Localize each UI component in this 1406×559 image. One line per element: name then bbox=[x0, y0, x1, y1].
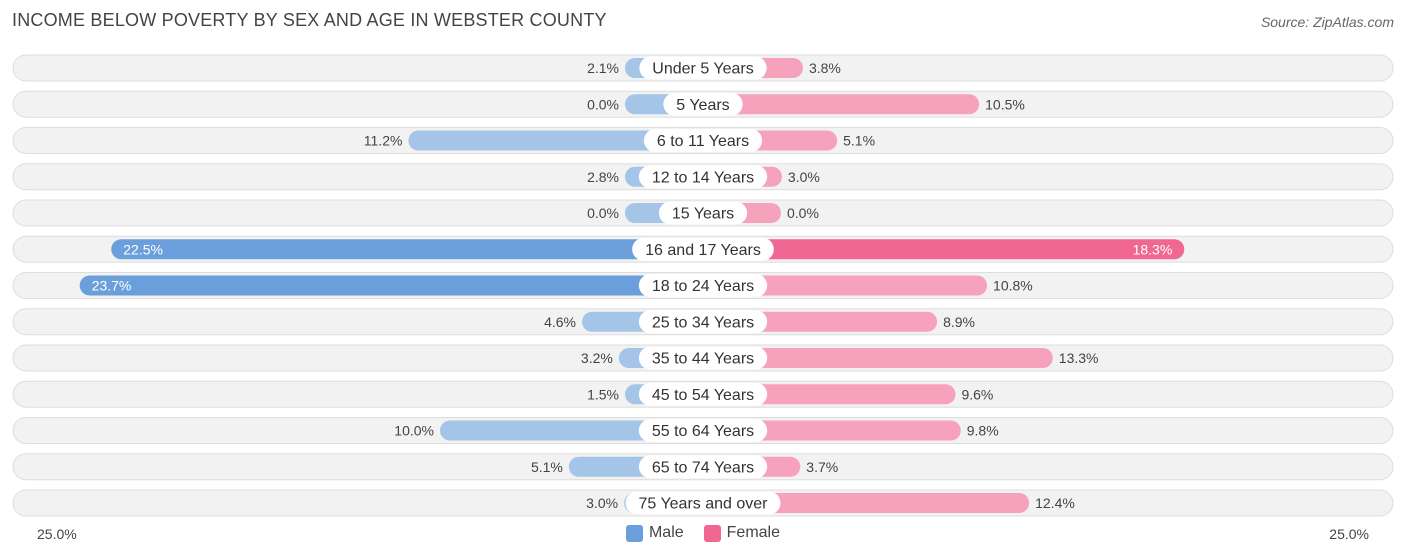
legend: Male Female bbox=[0, 524, 1406, 542]
male-value-label: 22.5% bbox=[123, 241, 163, 257]
category-pill bbox=[643, 129, 763, 152]
category-label: Under 5 Years bbox=[652, 61, 753, 78]
category-label: 25 to 34 Years bbox=[652, 314, 754, 331]
category-pill bbox=[663, 92, 743, 116]
female-bar bbox=[703, 420, 961, 441]
category-label: 55 to 64 Years bbox=[652, 423, 754, 440]
female-bar bbox=[703, 275, 988, 296]
axis-label-right: 25.0% bbox=[1329, 526, 1369, 542]
female-bar bbox=[703, 94, 980, 115]
legend-swatch-female bbox=[703, 524, 721, 542]
legend-label-male: Male bbox=[648, 524, 684, 541]
female-bar bbox=[703, 239, 1185, 260]
category-pill bbox=[638, 382, 768, 406]
female-value-label: 3.0% bbox=[788, 169, 820, 185]
legend-item-female: Female bbox=[703, 524, 781, 542]
category-label: 6 to 11 Years bbox=[657, 133, 749, 150]
female-value-label: 0.0% bbox=[787, 205, 819, 221]
category-label: 18 to 24 Years bbox=[652, 278, 754, 295]
category-pill bbox=[625, 491, 781, 515]
bar-chart: Under 5 Years 2.1% 3.8% 5 Years 0.0% 10.5% 6 t… bbox=[12, 54, 1394, 517]
male-value-label: 2.8% bbox=[587, 169, 619, 185]
category-pill bbox=[638, 310, 768, 334]
category-label: 12 to 14 Years bbox=[652, 169, 754, 186]
category-label: 15 Years bbox=[672, 206, 734, 223]
category-pill bbox=[658, 201, 748, 225]
male-value-label: 4.6% bbox=[544, 314, 576, 330]
male-bar bbox=[79, 275, 703, 296]
legend-item-male: Male bbox=[625, 524, 684, 542]
category-label: 5 Years bbox=[676, 97, 729, 114]
category-pill bbox=[638, 455, 768, 479]
female-value-label: 10.8% bbox=[993, 278, 1033, 294]
category-pill bbox=[638, 419, 768, 442]
female-value-label: 18.3% bbox=[1133, 241, 1173, 257]
source-label: Source: ZipAtlas.com bbox=[1260, 14, 1394, 30]
male-bar bbox=[440, 420, 703, 441]
male-value-label: 0.0% bbox=[587, 96, 619, 112]
female-bar bbox=[703, 384, 956, 405]
male-value-label: 0.0% bbox=[587, 205, 619, 221]
male-value-label: 3.0% bbox=[586, 495, 618, 511]
category-label: 75 Years and over bbox=[639, 496, 769, 513]
category-pill bbox=[638, 165, 768, 189]
female-value-label: 9.6% bbox=[961, 386, 993, 402]
category-pill bbox=[632, 237, 774, 261]
category-pill bbox=[639, 56, 767, 80]
legend-label-female: Female bbox=[726, 524, 781, 541]
female-value-label: 8.9% bbox=[943, 314, 975, 330]
male-value-label: 23.7% bbox=[92, 278, 132, 294]
female-value-label: 5.1% bbox=[843, 133, 875, 149]
male-value-label: 2.1% bbox=[587, 60, 619, 76]
category-label: 45 to 54 Years bbox=[652, 387, 754, 404]
axis-label-left: 25.0% bbox=[37, 526, 77, 542]
female-value-label: 3.7% bbox=[806, 459, 838, 475]
male-value-label: 3.2% bbox=[581, 350, 613, 366]
category-pill bbox=[638, 346, 768, 370]
male-value-label: 10.0% bbox=[394, 423, 434, 439]
category-label: 65 to 74 Years bbox=[652, 459, 754, 476]
female-value-label: 10.5% bbox=[985, 96, 1025, 112]
male-value-label: 5.1% bbox=[531, 459, 563, 475]
male-value-label: 1.5% bbox=[587, 386, 619, 402]
female-bar bbox=[703, 348, 1053, 368]
female-value-label: 12.4% bbox=[1035, 495, 1075, 511]
female-value-label: 3.8% bbox=[809, 60, 841, 76]
legend-swatch-male bbox=[625, 524, 643, 542]
male-value-label: 11.2% bbox=[364, 133, 403, 149]
male-bar bbox=[111, 239, 703, 260]
female-value-label: 13.3% bbox=[1059, 350, 1099, 366]
male-bar bbox=[408, 130, 703, 151]
female-value-label: 9.8% bbox=[967, 423, 999, 439]
female-bar bbox=[703, 493, 1030, 513]
category-pill bbox=[638, 274, 768, 297]
category-label: 35 to 44 Years bbox=[652, 351, 754, 368]
category-label: 16 and 17 Years bbox=[645, 242, 761, 259]
chart-title: INCOME BELOW POVERTY BY SEX AND AGE IN W… bbox=[12, 10, 607, 30]
